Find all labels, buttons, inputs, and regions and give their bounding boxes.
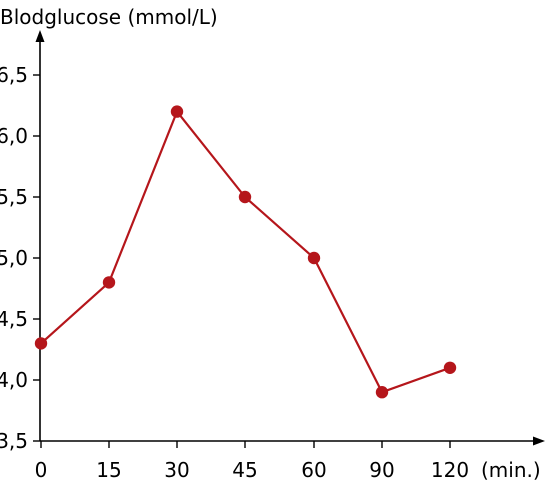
x-tick-label: 30: [164, 458, 189, 482]
y-tick-label: 4,0: [0, 368, 28, 392]
y-axis: [35, 30, 45, 441]
y-tick-label: 4,5: [0, 307, 28, 331]
y-ticks: 3,5 4,0 4,5 5,0 5,5 6,0 6,5: [0, 63, 40, 453]
y-axis-arrow-icon: [35, 30, 45, 42]
series-group: [34, 105, 457, 399]
x-tick-label: 120: [431, 458, 469, 482]
x-axis: [40, 436, 545, 446]
x-axis-arrow-icon: [533, 436, 545, 446]
x-tick-label: 60: [301, 458, 326, 482]
x-axis-unit-label: (min.): [481, 458, 541, 482]
y-tick-label: 6,0: [0, 124, 28, 148]
x-tick-label: 15: [96, 458, 121, 482]
data-point: [375, 386, 389, 399]
y-axis-title: Blodglucose (mmol/L): [0, 5, 218, 29]
data-point: [443, 361, 457, 374]
x-ticks: 0 15 30 45 60 90 120: [35, 441, 469, 482]
data-point: [102, 276, 116, 289]
data-point: [170, 105, 184, 118]
x-tick-label: 0: [35, 458, 48, 482]
y-tick-label: 6,5: [0, 63, 28, 87]
y-tick-label: 5,0: [0, 246, 28, 270]
x-tick-label: 90: [369, 458, 394, 482]
series-line: [40, 110, 451, 394]
data-point: [238, 190, 252, 204]
y-tick-label: 3,5: [0, 429, 28, 453]
y-tick-label: 5,5: [0, 185, 28, 209]
data-point: [307, 251, 321, 265]
data-point: [34, 337, 48, 350]
x-tick-label: 45: [232, 458, 257, 482]
